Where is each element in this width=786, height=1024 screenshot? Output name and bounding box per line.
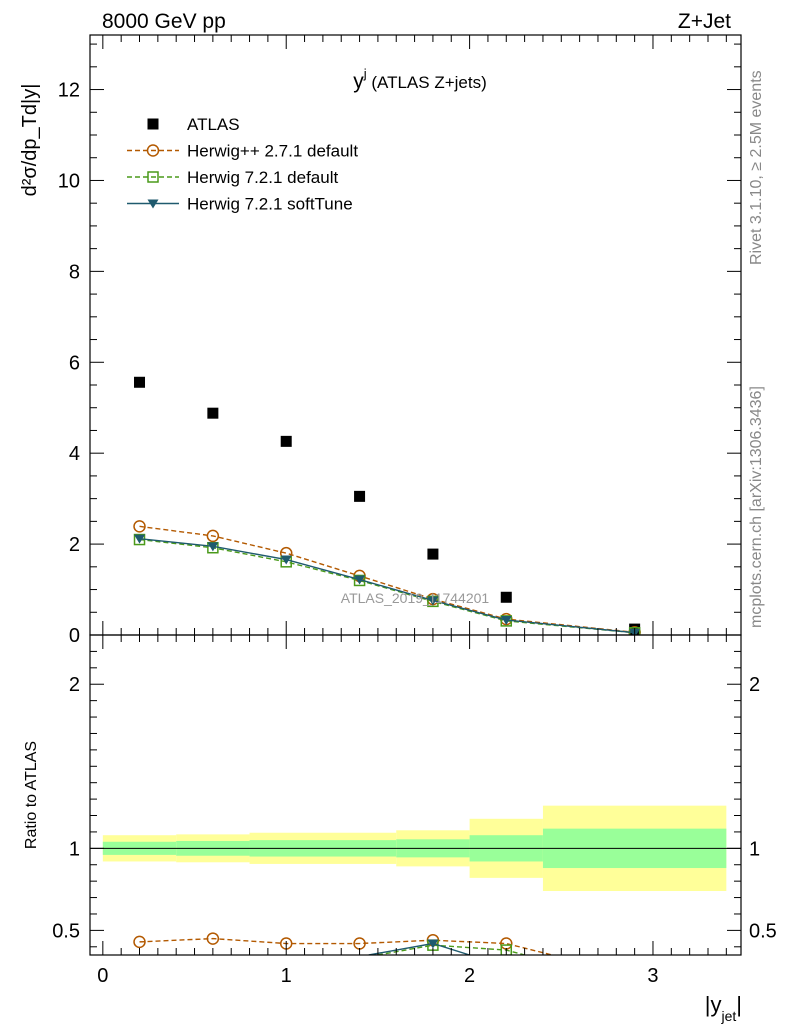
main-ylabel: d²σ/dp_Td|y| [19, 84, 41, 197]
legend-marker-3 [147, 199, 159, 209]
main-point-0-1 [207, 407, 219, 419]
main-plot-area [133, 376, 641, 635]
main-ytick-label: 10 [58, 170, 80, 192]
ratio-series-line-2 [368, 942, 470, 955]
ratio-point-2-1 [427, 939, 439, 949]
legend-label-0: ATLAS [187, 115, 240, 134]
main-series-2 [133, 533, 641, 635]
main-point-3-2 [280, 555, 292, 565]
main-point-1-0 [133, 520, 146, 533]
main-point-3-1 [207, 542, 219, 552]
ratio-point-1-2 [500, 944, 513, 955]
main-point-0-4 [427, 548, 439, 560]
main-ytick-label: 8 [69, 261, 80, 283]
main-panel: 0 2 4 6 8 10 12 [58, 34, 742, 647]
main-point-3-5 [500, 616, 512, 625]
legend-label-2: Herwig 7.2.1 default [187, 168, 338, 187]
main-point-1-1 [206, 529, 220, 543]
main-title-main: y [353, 70, 364, 93]
ratio-series-0 [133, 932, 553, 955]
main-point-0-3 [354, 490, 366, 502]
main-point-3-4 [427, 596, 439, 606]
main-ytick-label: 12 [58, 80, 80, 102]
main-series-line-2 [139, 538, 635, 634]
x-tick-label: 1 [281, 965, 292, 987]
x-axis-label: |yjet| [705, 992, 742, 1024]
ratio-ytick-label-right: 2 [749, 674, 760, 696]
main-ytick-label: 0 [69, 625, 80, 647]
side-text-bottom: mcplots.cern.ch [arXiv:1306.3436] [748, 386, 765, 628]
ratio-panel: 0.5 0.5 1 1 2 2 0 1 2 3 [52, 634, 777, 987]
ratio-plot-area [90, 805, 741, 955]
main-point-0-0 [134, 376, 146, 388]
x-axis-label-sub: jet [720, 1008, 736, 1024]
ratio-ytick-label-left: 2 [69, 674, 80, 696]
main-ytick-label: 6 [69, 352, 80, 374]
x-axis-label-main: |y [705, 992, 722, 1017]
main-point-0-5 [500, 591, 512, 603]
legend-marker-0 [147, 118, 159, 130]
ratio-point-0-0 [133, 935, 146, 949]
ratio-ytick-label-right: 1 [749, 838, 760, 860]
legend-label-3: Herwig 7.2.1 softTune [187, 195, 353, 214]
side-text-top: Rivet 3.1.10, ≥ 2.5M events [748, 70, 765, 265]
ratio-ytick-label-right: 0.5 [749, 920, 777, 942]
main-title-suffix: (ATLAS Z+jets) [367, 73, 487, 92]
header-left: 8000 GeV pp [102, 10, 226, 33]
ratio-frame [89, 634, 742, 956]
main-ytick-label: 2 [69, 534, 80, 556]
main-series-3 [134, 534, 641, 635]
x-tick-label: 0 [97, 965, 108, 987]
x-tick-label: 2 [464, 965, 475, 987]
ratio-series-line-0 [139, 937, 553, 955]
ratio-point-0-1 [206, 932, 220, 945]
main-ytick-label: 4 [69, 443, 80, 465]
legend-label-1: Herwig++ 2.7.1 default [187, 142, 358, 161]
main-point-0-2 [280, 435, 292, 447]
watermark: ATLAS_2019_I1744201 [341, 590, 490, 606]
ratio-series-2 [368, 939, 470, 955]
legend: ATLAS Herwig++ 2.7.1 default Herwig 7.2.1 … [127, 115, 358, 214]
main-series-1 [133, 520, 641, 635]
header-right: Z+Jet [678, 10, 731, 33]
ratio-ytick-label-left: 1 [69, 838, 80, 860]
main-point-3-0 [134, 534, 146, 544]
main-title-sup: j [363, 66, 367, 81]
x-axis-label-suffix: | [736, 992, 742, 1017]
main-title: yj (ATLAS Z+jets) [353, 66, 487, 93]
ratio-ytick-label-left: 0.5 [52, 920, 80, 942]
x-tick-label: 3 [647, 965, 658, 987]
main-point-3-3 [354, 575, 366, 585]
legend-marker-1 [146, 144, 160, 157]
legend-marker-2 [147, 171, 159, 183]
ratio-ylabel: Ratio to ATLAS [23, 741, 40, 849]
